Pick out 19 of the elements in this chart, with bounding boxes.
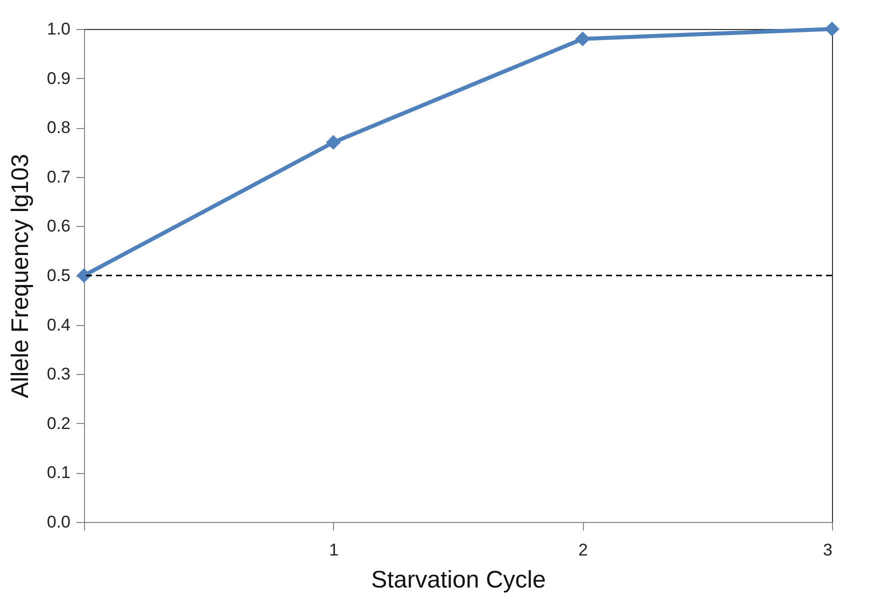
x-tick-label: 1 <box>329 540 339 560</box>
y-axis-title: Allele Frequency lg103 <box>6 154 34 398</box>
point <box>575 31 590 46</box>
y-tick-label: 0.0 <box>46 512 70 532</box>
x-tick-label: 3 <box>823 540 832 560</box>
y-tick-label: 0.4 <box>46 315 70 334</box>
y-tick-label: 0.5 <box>46 266 70 285</box>
x-tick-label: 2 <box>578 540 588 560</box>
y-tick-label: 0.9 <box>46 68 70 88</box>
x-axis-title: Starvation Cycle <box>371 566 546 594</box>
y-tick-label: 1.0 <box>46 20 70 38</box>
y-tick-label: 0.7 <box>46 167 70 186</box>
y-tick-label: 0.2 <box>46 414 70 433</box>
point <box>326 134 341 150</box>
y-tick-label: 0.6 <box>46 216 70 236</box>
y-tick-label: 0.1 <box>46 463 70 482</box>
y-tick-label: 0.8 <box>46 118 70 138</box>
point <box>824 22 840 36</box>
y-tick-label: 0.3 <box>46 364 70 384</box>
